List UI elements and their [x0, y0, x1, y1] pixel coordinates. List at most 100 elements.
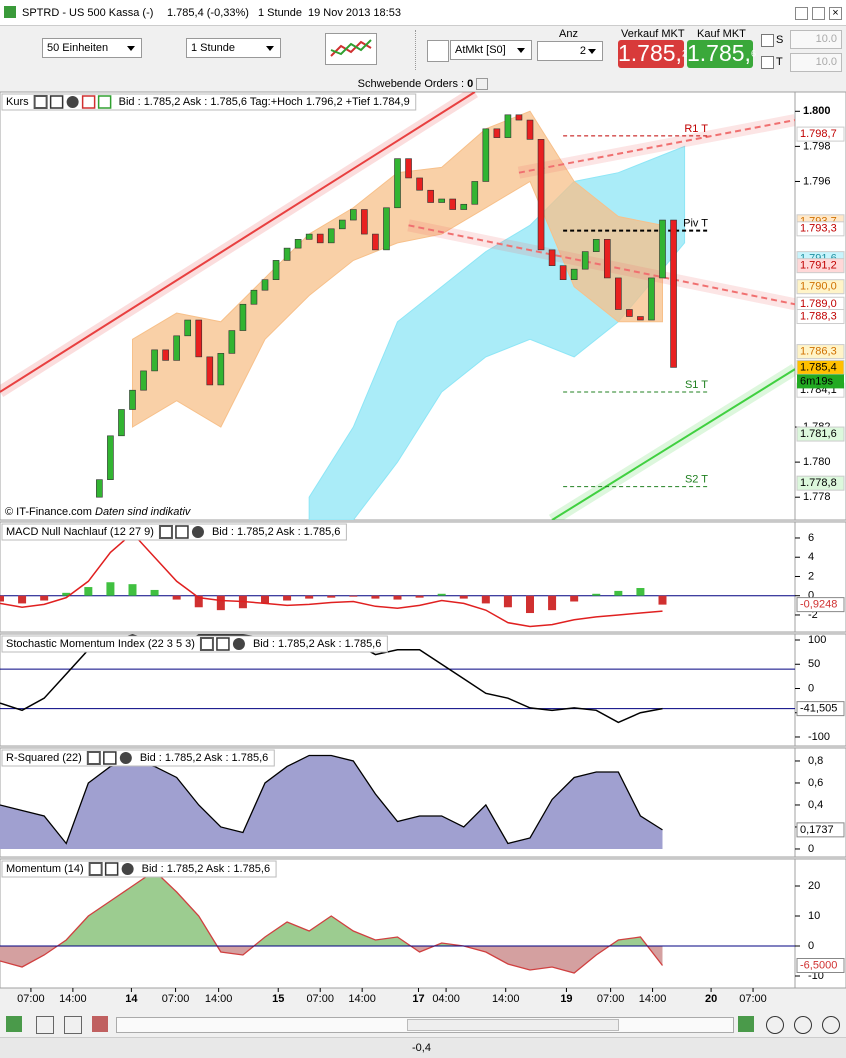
target-checkbox[interactable] [761, 56, 774, 69]
stop-input[interactable]: 10.0 [790, 30, 842, 49]
target-input[interactable]: 10.0 [790, 53, 842, 72]
scroll-thumb[interactable] [407, 1019, 619, 1031]
histogram-bar [437, 593, 446, 596]
candle [449, 198, 457, 210]
histogram-bar [592, 593, 601, 596]
y-tick-label: 6 [808, 532, 814, 544]
minimize-button[interactable] [795, 7, 808, 20]
buy-price: 1.785, [687, 40, 751, 66]
candle [206, 356, 214, 386]
price-tag-label: 1.798,7 [800, 128, 837, 140]
candle [118, 409, 125, 437]
price-tag [796, 126, 845, 142]
value-tag [796, 701, 845, 717]
histogram-bar [261, 595, 269, 604]
histogram-bar [40, 595, 49, 601]
sell-pip: 2 [681, 48, 688, 59]
x-tick-label: 07:00 [739, 993, 767, 1005]
histogram-bar [349, 595, 358, 597]
candle [195, 319, 203, 358]
candle [603, 239, 611, 279]
candle [592, 239, 600, 252]
histogram-bar [393, 595, 402, 600]
value-axis [794, 521, 846, 633]
pending-orders-icon[interactable] [476, 78, 489, 91]
header-icon [103, 751, 117, 765]
settings-button[interactable] [427, 40, 449, 62]
candle [173, 335, 180, 361]
price-tag-label: 1.793,3 [800, 223, 837, 235]
candle [107, 435, 114, 480]
panel-title: MACD Null Nachlauf (12 27 9) [6, 526, 154, 538]
histogram-bar [459, 595, 468, 599]
pending-orders-bar: Schwebende Orders : 0 [0, 76, 846, 92]
candle [570, 268, 578, 280]
nav-icon[interactable] [6, 1016, 22, 1032]
histogram-bar [548, 595, 557, 611]
price-tag-label: 1.788,3 [800, 310, 837, 322]
scrollbar[interactable] [116, 1017, 734, 1033]
candle [515, 114, 523, 121]
value-tag [796, 822, 845, 838]
histogram-bar [0, 595, 4, 602]
units-select[interactable]: 50 Einheiten [42, 38, 142, 58]
chart-type-button[interactable] [325, 33, 377, 65]
candle [338, 219, 346, 230]
price-tag-label: 1.791,2 [800, 260, 837, 272]
value-tag-label: 0,1737 [800, 824, 834, 836]
candle [383, 207, 390, 251]
histogram-bar [327, 595, 336, 598]
candle [250, 289, 258, 305]
y-tick-label: 2 [808, 570, 814, 582]
value-axis [794, 633, 846, 747]
indicator-line [0, 532, 663, 628]
nav-icon[interactable] [36, 1016, 54, 1034]
histogram-bar [503, 595, 512, 608]
y-tick-label: 0 [808, 682, 814, 694]
price-tag-label: 1.789,0 [800, 298, 837, 310]
candle [162, 349, 169, 361]
header-icon [158, 525, 173, 539]
candle [427, 189, 434, 203]
sell-price: 1.785, [618, 40, 682, 66]
buy-button[interactable]: 1.785,6 [687, 40, 756, 68]
order-type-select[interactable]: AtMkt [S0] [450, 40, 532, 60]
panel-title: Momentum (14) [6, 863, 84, 875]
candle [659, 219, 666, 279]
header-icon [49, 95, 64, 109]
histogram-bar [614, 590, 623, 596]
nav-icon[interactable] [92, 1016, 108, 1032]
x-tick-label: 04:00 [432, 993, 460, 1005]
price-tag-label: 1.778,8 [800, 477, 837, 489]
navigation-bar [0, 1012, 846, 1036]
interval-select[interactable]: 1 Stunde [186, 38, 281, 58]
nav-icon[interactable] [738, 1016, 754, 1032]
indicator-line [0, 870, 664, 974]
stop-checkbox[interactable] [761, 34, 774, 47]
stop-label: S [776, 34, 784, 46]
value-tag [796, 958, 845, 973]
candle [327, 228, 335, 244]
zoom-out[interactable] [794, 1016, 812, 1034]
maximize-button[interactable] [812, 7, 825, 20]
histogram-bar [216, 595, 225, 611]
value-axis [794, 747, 846, 858]
sell-button[interactable]: 1.785,2 [618, 40, 688, 68]
histogram-bar [18, 595, 27, 604]
nav-icon[interactable] [64, 1016, 82, 1034]
pivot-label: Piv T [683, 217, 708, 229]
x-tick-label: 07:00 [306, 993, 334, 1005]
close-button[interactable]: × [829, 7, 842, 20]
zoom-in[interactable] [822, 1016, 840, 1034]
y-tick-label: -2 [808, 609, 818, 621]
candle [350, 209, 357, 221]
header-icon [232, 638, 245, 650]
price-tag [796, 309, 845, 325]
x-tick-label: 14:00 [639, 993, 667, 1005]
zoom-fit[interactable] [766, 1016, 784, 1034]
candle [283, 247, 291, 261]
quantity-input[interactable]: 2 [537, 41, 603, 61]
x-tick-label: 14:00 [59, 993, 87, 1005]
plot [0, 870, 795, 974]
